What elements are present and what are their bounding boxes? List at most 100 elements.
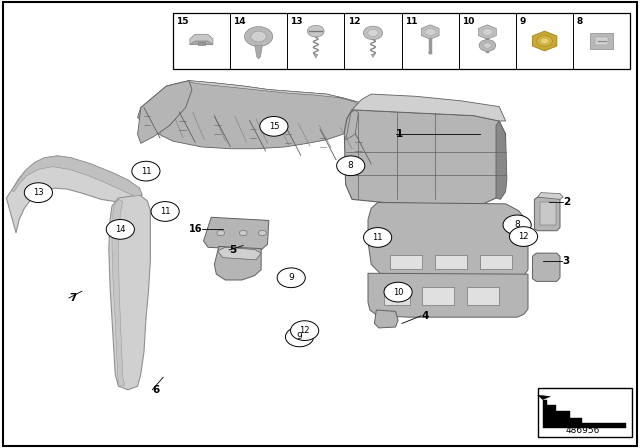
- Polygon shape: [467, 287, 499, 305]
- Polygon shape: [479, 25, 496, 39]
- Text: 10: 10: [393, 288, 403, 297]
- Polygon shape: [12, 156, 142, 196]
- Text: 8: 8: [577, 17, 582, 26]
- Polygon shape: [543, 400, 626, 428]
- Polygon shape: [534, 197, 560, 231]
- Polygon shape: [352, 94, 506, 121]
- Polygon shape: [204, 217, 269, 250]
- Polygon shape: [109, 195, 150, 390]
- Text: 15: 15: [176, 17, 189, 26]
- Bar: [538, 388, 632, 437]
- Polygon shape: [480, 255, 512, 269]
- Polygon shape: [496, 121, 507, 199]
- Polygon shape: [595, 37, 608, 46]
- Polygon shape: [6, 156, 142, 233]
- Circle shape: [364, 228, 392, 247]
- Polygon shape: [255, 46, 262, 59]
- Polygon shape: [425, 28, 435, 36]
- Polygon shape: [344, 110, 506, 204]
- Polygon shape: [371, 55, 375, 58]
- Text: 5: 5: [229, 245, 236, 255]
- Circle shape: [368, 30, 378, 37]
- Circle shape: [296, 324, 314, 337]
- Polygon shape: [314, 55, 317, 58]
- Text: 7: 7: [69, 293, 77, 303]
- Circle shape: [239, 230, 247, 236]
- Circle shape: [288, 329, 311, 345]
- Circle shape: [479, 40, 496, 52]
- Text: 1: 1: [396, 129, 403, 139]
- Circle shape: [509, 227, 538, 246]
- Polygon shape: [346, 110, 358, 140]
- Text: 13: 13: [291, 17, 303, 26]
- Text: 12: 12: [348, 17, 360, 26]
- Text: 14: 14: [233, 17, 246, 26]
- Polygon shape: [428, 52, 432, 55]
- Text: 8: 8: [348, 161, 353, 170]
- Bar: [173, 13, 630, 69]
- Text: 9: 9: [297, 332, 302, 341]
- Polygon shape: [189, 81, 368, 111]
- Polygon shape: [368, 202, 528, 283]
- Text: 12: 12: [300, 326, 310, 335]
- Polygon shape: [538, 193, 563, 199]
- Circle shape: [503, 215, 531, 235]
- Circle shape: [244, 26, 273, 47]
- Polygon shape: [218, 247, 261, 260]
- Circle shape: [291, 321, 319, 340]
- Text: 11: 11: [404, 17, 417, 26]
- Polygon shape: [435, 255, 467, 269]
- Polygon shape: [532, 253, 560, 281]
- Polygon shape: [384, 287, 410, 305]
- Text: 12: 12: [518, 232, 529, 241]
- Text: 14: 14: [115, 225, 125, 234]
- Circle shape: [260, 116, 288, 136]
- Polygon shape: [538, 395, 550, 400]
- Text: 2: 2: [563, 198, 570, 207]
- Circle shape: [106, 220, 134, 239]
- Circle shape: [277, 268, 305, 288]
- Circle shape: [540, 38, 549, 44]
- Text: 486956: 486956: [565, 426, 600, 435]
- Circle shape: [384, 282, 412, 302]
- Polygon shape: [138, 81, 192, 143]
- Circle shape: [24, 183, 52, 202]
- Polygon shape: [190, 34, 213, 45]
- Polygon shape: [483, 28, 492, 36]
- Text: 11: 11: [372, 233, 383, 242]
- Circle shape: [364, 26, 383, 40]
- Text: 4: 4: [421, 311, 429, 321]
- Text: 10: 10: [462, 17, 474, 26]
- Polygon shape: [532, 31, 557, 51]
- Circle shape: [285, 327, 314, 347]
- Circle shape: [217, 230, 225, 236]
- Bar: [540, 202, 556, 225]
- Text: 9: 9: [519, 17, 525, 26]
- Polygon shape: [422, 287, 454, 305]
- Circle shape: [537, 36, 552, 47]
- Text: 15: 15: [269, 122, 279, 131]
- Circle shape: [484, 43, 492, 48]
- Circle shape: [132, 161, 160, 181]
- Text: 11: 11: [160, 207, 170, 216]
- Polygon shape: [390, 255, 422, 269]
- Text: 13: 13: [33, 188, 44, 197]
- Polygon shape: [374, 310, 398, 328]
- Polygon shape: [112, 199, 125, 386]
- Text: 8: 8: [515, 220, 520, 229]
- Text: 16: 16: [189, 224, 202, 234]
- Polygon shape: [368, 273, 528, 317]
- Circle shape: [307, 26, 324, 37]
- Circle shape: [151, 202, 179, 221]
- Text: 6: 6: [152, 385, 159, 395]
- Text: 9: 9: [289, 273, 294, 282]
- Circle shape: [259, 230, 266, 236]
- Polygon shape: [138, 81, 368, 149]
- Bar: [198, 42, 205, 46]
- Polygon shape: [190, 41, 213, 45]
- Polygon shape: [421, 25, 439, 39]
- Polygon shape: [590, 33, 613, 49]
- Polygon shape: [214, 246, 261, 280]
- Text: 11: 11: [141, 167, 151, 176]
- Circle shape: [251, 31, 266, 42]
